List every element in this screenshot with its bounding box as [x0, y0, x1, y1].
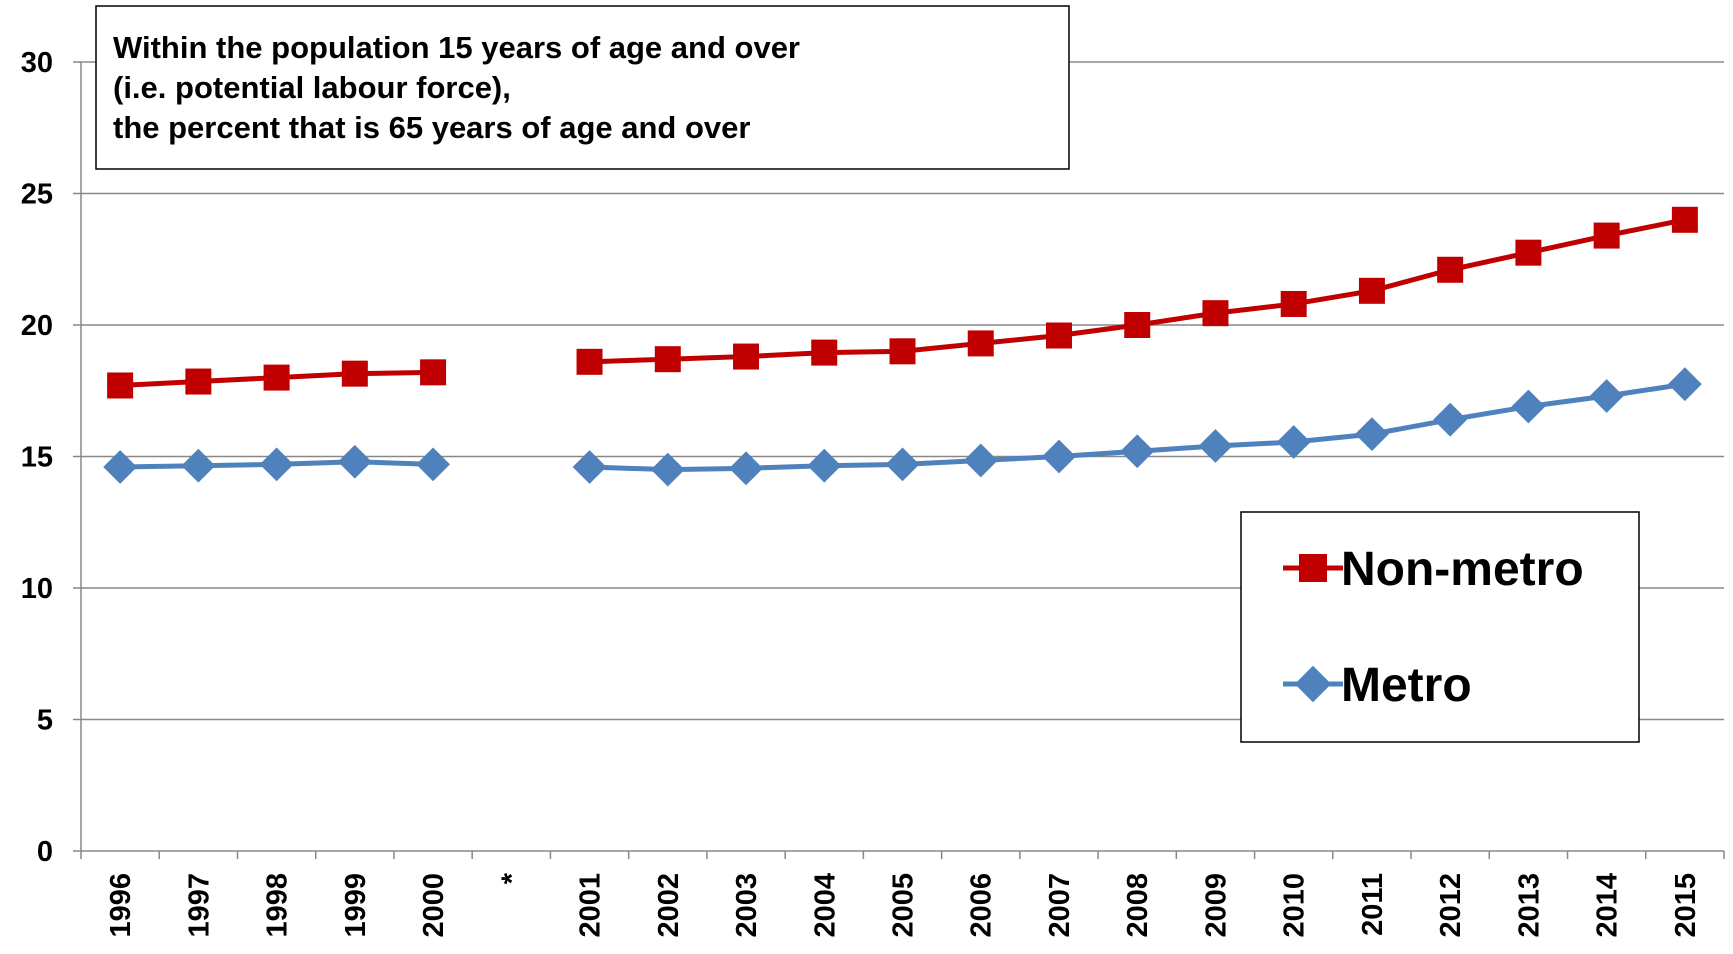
x-tick-label: 2003 — [731, 873, 763, 938]
marker — [889, 338, 916, 365]
marker — [103, 450, 138, 484]
legend-box — [1240, 511, 1640, 743]
marker — [576, 348, 603, 375]
marker — [1042, 439, 1076, 474]
marker — [733, 343, 760, 370]
legend-label: Non-metro — [1341, 543, 1584, 596]
x-tick-label: 2013 — [1513, 873, 1545, 938]
marker — [1589, 379, 1624, 413]
x-tick-label: 2005 — [888, 873, 920, 938]
marker — [1202, 300, 1229, 327]
x-tick-label: 2000 — [418, 873, 450, 938]
y-tick-label: 20 — [21, 310, 53, 342]
x-tick-label: 2007 — [1044, 873, 1076, 938]
marker — [650, 452, 685, 487]
marker — [420, 359, 447, 386]
y-tick-label: 15 — [21, 442, 53, 474]
marker — [107, 372, 134, 399]
marker — [1433, 402, 1468, 437]
marker — [963, 443, 998, 478]
y-tick-label: 10 — [21, 573, 53, 605]
marker — [967, 330, 994, 357]
y-tick-label: 30 — [21, 47, 53, 79]
marker — [259, 447, 294, 482]
marker — [1515, 239, 1542, 266]
marker — [1294, 665, 1332, 703]
legend: Non-metro Metro — [1240, 511, 1640, 743]
x-tick-label: 1997 — [183, 873, 215, 938]
marker — [1437, 256, 1464, 283]
marker — [1276, 425, 1311, 459]
marker — [572, 450, 607, 484]
marker — [185, 368, 212, 395]
marker — [1667, 367, 1702, 402]
x-tick-label: 1998 — [262, 873, 294, 938]
x-tick-label: 1996 — [105, 873, 137, 938]
marker — [181, 448, 216, 483]
x-tick-label: 2015 — [1670, 873, 1702, 938]
x-tick-label: 1999 — [340, 873, 372, 938]
x-tick-label: 2004 — [809, 873, 841, 938]
marker — [729, 451, 763, 486]
marker — [1280, 290, 1307, 317]
x-tick-label: * — [496, 872, 528, 884]
marker — [1299, 554, 1327, 582]
marker — [1358, 277, 1385, 304]
marker — [263, 364, 290, 391]
x-tick-label: 2010 — [1279, 873, 1311, 938]
x-tick-label: 2014 — [1592, 873, 1624, 938]
marker — [1045, 322, 1072, 349]
x-tick-label: 2011 — [1357, 873, 1389, 936]
marker — [1124, 312, 1151, 338]
marker — [885, 447, 920, 482]
title-box — [95, 5, 1070, 170]
marker — [1355, 417, 1389, 452]
x-tick-label: 2002 — [653, 873, 685, 938]
y-tick-label: 0 — [37, 836, 53, 868]
title-line: the percent that is 65 years of age and … — [113, 110, 750, 145]
x-tick-label: 2012 — [1435, 873, 1467, 938]
marker — [341, 360, 368, 387]
marker — [807, 448, 842, 483]
marker — [416, 447, 450, 482]
marks — [103, 206, 1702, 487]
x-tick-label: 2001 — [575, 873, 607, 938]
marker — [654, 346, 681, 373]
legend-label: Metro — [1341, 659, 1472, 712]
marker — [1198, 429, 1233, 463]
title-line: (i.e. potential labour force), — [113, 70, 511, 105]
x-tick-label: 2008 — [1122, 873, 1154, 938]
marker — [1671, 206, 1698, 233]
marker — [1593, 222, 1620, 249]
y-tick-label: 5 — [37, 705, 53, 737]
y-tick-label: 25 — [21, 179, 53, 211]
marker — [811, 339, 838, 366]
marker — [337, 444, 372, 479]
x-tick-label: 2009 — [1200, 873, 1232, 938]
x-tick-label: 2006 — [966, 873, 998, 938]
marker — [1120, 434, 1155, 469]
title-line: Within the population 15 years of age an… — [113, 30, 800, 65]
grid: 0 5 10 15 20 25 30 1996 1997 1998 1999 2000 * 2001 200… — [21, 47, 1725, 938]
marker — [1511, 389, 1546, 424]
